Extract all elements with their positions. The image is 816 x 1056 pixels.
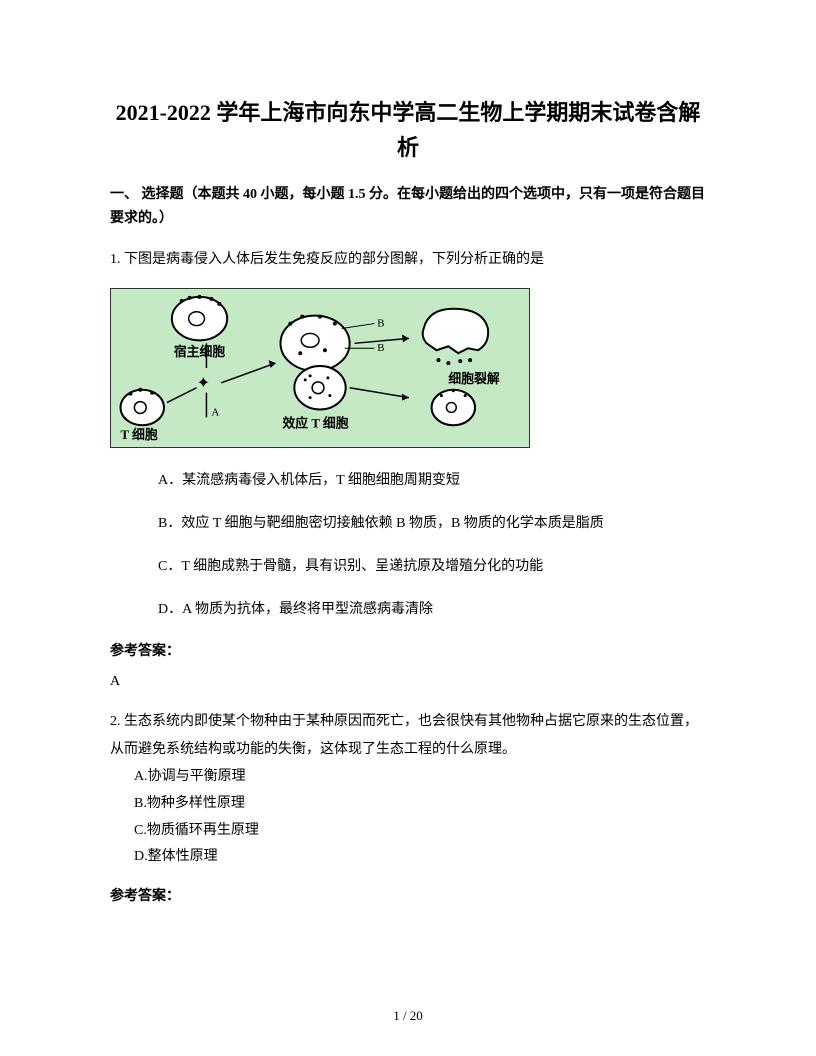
svg-text:B: B [377,317,384,329]
option-a: A．某流感病毒侵入机体后，T 细胞细胞周期变短 [158,468,706,493]
answer-label-1: 参考答案： [110,640,706,660]
document-title: 2021-2022 学年上海市向东中学高二生物上学期期末试卷含解析 [110,95,706,165]
question-2-text: 2. 生态系统内即使某个物种由于某种原因而死亡，也会很快有其他物种占据它原来的生… [110,708,706,764]
svg-text:✦: ✦ [197,374,210,391]
option-d: D．A 物质为抗体，最终将甲型流感病毒清除 [158,597,706,622]
answer-label-2: 参考答案： [110,885,706,905]
section-header: 一、 选择题（本题共 40 小题，每小题 1.5 分。在每小题给出的四个选项中，… [110,183,706,231]
q2-option-d: D.整体性原理 [134,844,706,871]
svg-text:细胞裂解: 细胞裂解 [448,370,499,385]
svg-text:A: A [211,406,219,418]
q2-option-c: C.物质循环再生原理 [134,818,706,845]
option-c: C．T 细胞成熟于骨髓，具有识别、呈递抗原及增殖分化的功能 [158,554,706,579]
q2-option-b: B.物种多样性原理 [134,791,706,818]
svg-text:T 细胞: T 细胞 [121,427,158,442]
page-number: 1 / 20 [0,1008,816,1024]
question-1-diagram: 宿主细胞 T 细胞 ✦ A [110,288,706,448]
question-2-options: A.协调与平衡原理 B.物种多样性原理 C.物质循环再生原理 D.整体性原理 [134,764,706,870]
svg-text:宿主细胞: 宿主细胞 [174,344,225,359]
svg-text:效应 T 细胞: 效应 T 细胞 [282,415,348,430]
question-1-options: A．某流感病毒侵入机体后，T 细胞细胞周期变短 B．效应 T 细胞与靶细胞密切接… [158,468,706,623]
answer-1: A [110,674,706,690]
option-b: B．效应 T 细胞与靶细胞密切接触依赖 B 物质，B 物质的化学本质是脂质 [158,511,706,536]
question-1-text: 1. 下图是病毒侵入人体后发生免疫反应的部分图解，下列分析正确的是 [110,247,706,274]
q2-option-a: A.协调与平衡原理 [134,764,706,791]
svg-text:B: B [377,342,384,354]
